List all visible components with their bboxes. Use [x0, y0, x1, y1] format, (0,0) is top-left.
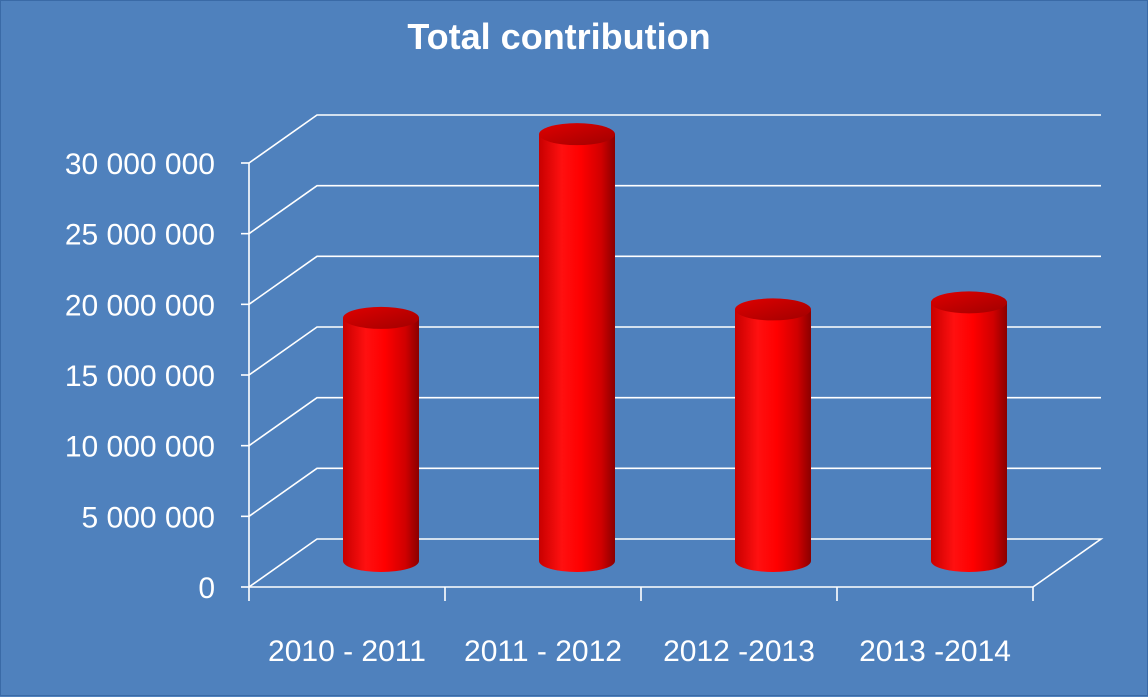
bar-body [735, 309, 811, 572]
y-tick-label: 25 000 000 [65, 219, 215, 252]
x-tick-label: 2012 -2013 [663, 635, 815, 668]
y-tick-label: 20 000 000 [65, 289, 215, 322]
bar-cap [343, 306, 419, 329]
gridline [248, 326, 1101, 376]
gridline [248, 184, 1101, 235]
x-tick-label: 2011 - 2012 [464, 635, 622, 668]
y-tick-label: 10 000 000 [65, 431, 215, 464]
x-tick-label: 2010 - 2011 [268, 635, 426, 668]
y-axis-tick-labels: 0 5 000 000 10 000 000 15 000 000 20 000 000… [65, 148, 215, 605]
gridline [248, 467, 1101, 517]
bar-cap [539, 123, 615, 146]
bar-body [931, 302, 1007, 572]
bar-cap [931, 291, 1007, 314]
chart-title: Total contribution [407, 16, 710, 57]
gridline [248, 114, 1101, 164]
bar-cap [735, 298, 811, 321]
floor-outline [248, 538, 1104, 588]
bar [735, 298, 811, 572]
y-tick-label: 5 000 000 [82, 501, 215, 534]
x-axis-tick-labels: 2010 - 2011 2011 - 2012 2012 -2013 2013 -20… [268, 635, 1011, 668]
bar-body [539, 134, 615, 572]
gridline [248, 255, 1101, 305]
bar [539, 123, 615, 572]
y-tick-label: 30 000 000 [65, 148, 215, 181]
axes [241, 162, 1034, 601]
y-tick-label: 15 000 000 [65, 360, 215, 393]
bar [343, 306, 419, 572]
bar-body [343, 317, 419, 572]
y-tick-label: 0 [198, 572, 215, 605]
bar [931, 291, 1007, 572]
bars [343, 123, 1007, 572]
gridline [248, 396, 1101, 447]
x-tick-label: 2013 -2014 [859, 635, 1011, 668]
gridlines [248, 114, 1104, 588]
